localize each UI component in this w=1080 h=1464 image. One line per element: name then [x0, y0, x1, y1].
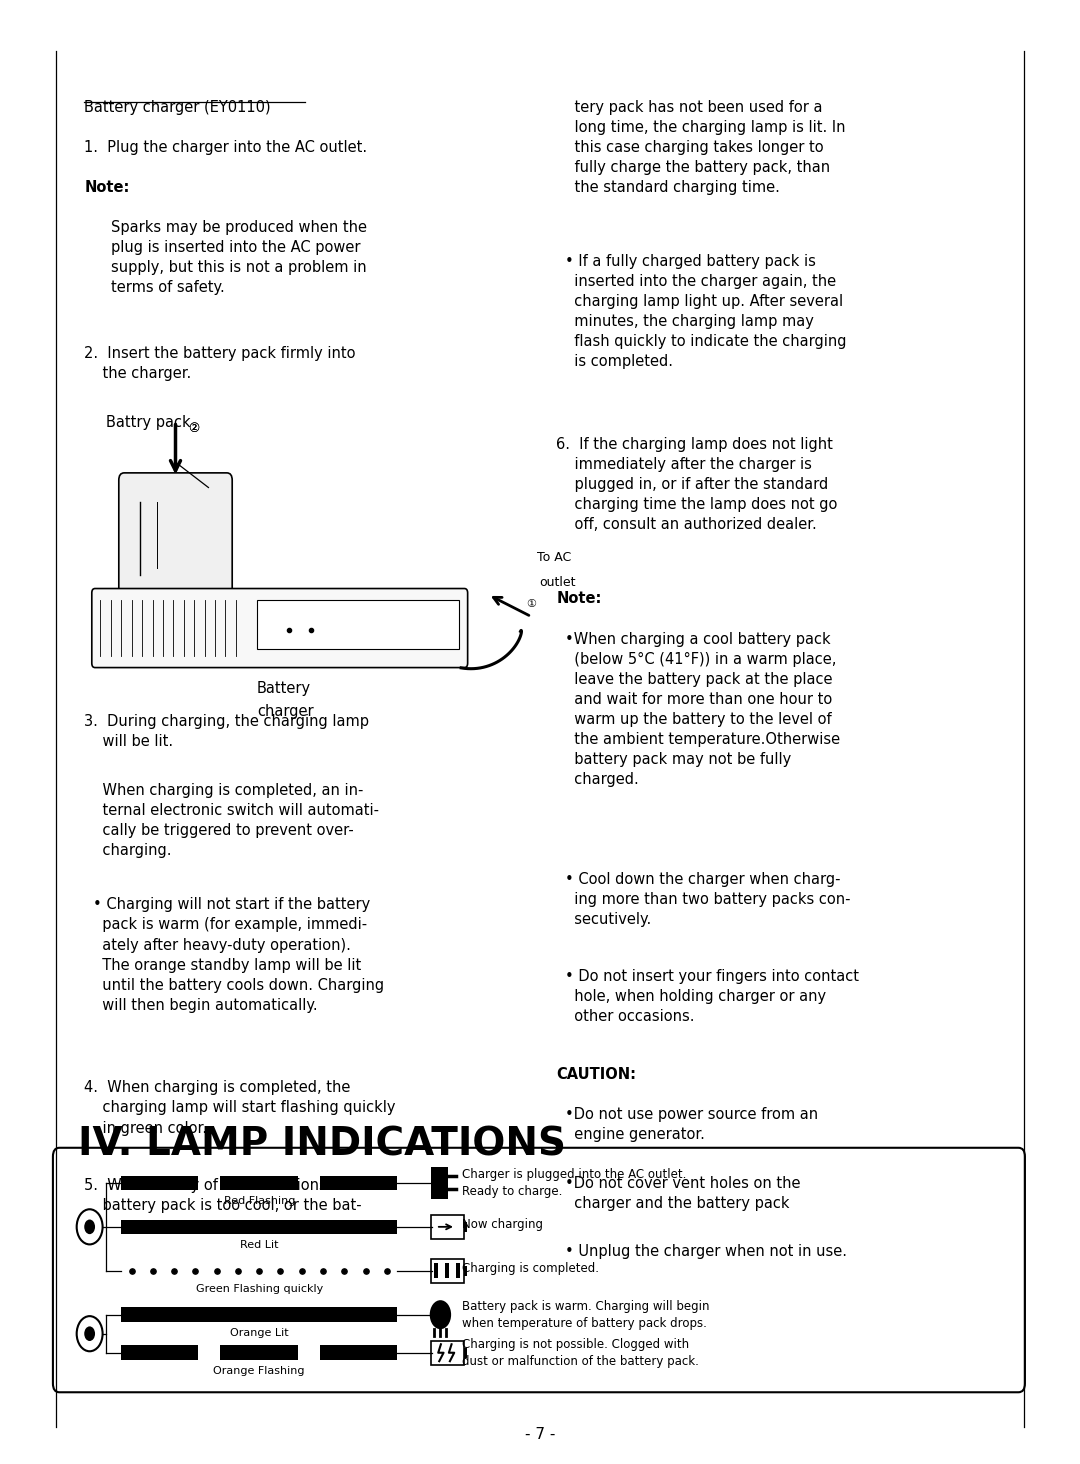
Text: Orange Flashing: Orange Flashing — [214, 1366, 305, 1376]
Text: 1.  Plug the charger into the AC outlet.: 1. Plug the charger into the AC outlet. — [84, 139, 367, 155]
Text: Red Flashing: Red Flashing — [224, 1196, 295, 1206]
Text: - 7 -: - 7 - — [525, 1427, 555, 1442]
Text: 4.  When charging is completed, the
    charging lamp will start flashing quickl: 4. When charging is completed, the charg… — [84, 1080, 395, 1136]
Text: Orange Lit: Orange Lit — [230, 1328, 288, 1338]
Text: 6.  If the charging lamp does not light
    immediately after the charger is
   : 6. If the charging lamp does not light i… — [556, 436, 838, 531]
Bar — [464, 1222, 467, 1231]
FancyBboxPatch shape — [92, 589, 468, 668]
Bar — [434, 1263, 438, 1278]
Text: •When charging a cool battery pack
  (below 5°C (41°F)) in a warm place,
  leave: •When charging a cool battery pack (belo… — [565, 632, 840, 788]
Text: • Do not insert your fingers into contact
  hole, when holding charger or any
  : • Do not insert your fingers into contac… — [565, 969, 859, 1025]
Text: • Charging will not start if the battery
  pack is warm (for example, immedi-
  : • Charging will not start if the battery… — [93, 897, 384, 1013]
Text: Green Flashing quickly: Green Flashing quickly — [195, 1284, 323, 1294]
Text: outlet: outlet — [539, 575, 576, 589]
Circle shape — [77, 1209, 103, 1244]
Text: Battery pack is warm. Charging will begin
when temperature of battery pack drops: Battery pack is warm. Charging will begi… — [462, 1300, 710, 1329]
Bar — [156, 590, 197, 616]
Text: Sparks may be produced when the
plug is inserted into the AC power
supply, but t: Sparks may be produced when the plug is … — [111, 220, 367, 296]
Bar — [121, 1220, 397, 1234]
Circle shape — [84, 1326, 95, 1341]
Text: Now charging: Now charging — [462, 1218, 543, 1231]
Text: To AC: To AC — [537, 550, 571, 564]
Bar — [431, 1215, 464, 1239]
Bar — [59, 1101, 1021, 1189]
Bar — [121, 1345, 199, 1360]
Text: •Do not cover vent holes on the
  charger and the battery pack: •Do not cover vent holes on the charger … — [565, 1176, 800, 1211]
Text: Note:: Note: — [556, 591, 602, 606]
Bar — [431, 1259, 464, 1282]
Text: • Cool down the charger when charg-
  ing more than two battery packs con-
  sec: • Cool down the charger when charg- ing … — [565, 873, 850, 927]
Text: Battry pack: Battry pack — [106, 414, 190, 430]
Bar — [431, 1167, 447, 1199]
Bar — [445, 1263, 449, 1278]
Bar — [220, 1176, 298, 1190]
Bar — [121, 1307, 397, 1322]
Text: IV. LAMP INDICATIONS: IV. LAMP INDICATIONS — [78, 1126, 566, 1164]
Text: Note:: Note: — [84, 180, 130, 195]
Text: charger: charger — [257, 704, 313, 719]
Text: When charging is completed, an in-
    ternal electronic switch will automati-
 : When charging is completed, an in- terna… — [84, 783, 379, 858]
Text: Charging is not possible. Clogged with
dust or malfunction of the battery pack.: Charging is not possible. Clogged with d… — [462, 1338, 699, 1367]
Text: Red Lit: Red Lit — [240, 1240, 279, 1250]
Text: Battery charger (EY0110): Battery charger (EY0110) — [84, 100, 271, 114]
Text: 2.  Insert the battery pack firmly into
    the charger.: 2. Insert the battery pack firmly into t… — [84, 346, 355, 381]
Bar — [456, 1263, 460, 1278]
Bar — [121, 1176, 199, 1190]
Bar — [431, 1341, 464, 1364]
Text: Battery: Battery — [257, 681, 311, 695]
Text: • If a fully charged battery pack is
  inserted into the charger again, the
  ch: • If a fully charged battery pack is ins… — [565, 255, 847, 369]
Bar — [220, 1345, 298, 1360]
Text: • Unplug the charger when not in use.: • Unplug the charger when not in use. — [565, 1244, 847, 1259]
Circle shape — [77, 1316, 103, 1351]
Circle shape — [430, 1300, 451, 1329]
Bar — [464, 1266, 467, 1275]
Text: ②: ② — [189, 423, 200, 435]
FancyBboxPatch shape — [53, 1148, 1025, 1392]
Circle shape — [84, 1220, 95, 1234]
Text: ②: ② — [189, 423, 200, 435]
Text: •Do not use power source from an
  engine generator.: •Do not use power source from an engine … — [565, 1107, 818, 1142]
Bar — [464, 1348, 467, 1357]
FancyBboxPatch shape — [119, 473, 232, 597]
Bar — [257, 600, 459, 649]
Text: ①: ① — [526, 599, 536, 609]
Text: CAUTION:: CAUTION: — [556, 1066, 636, 1082]
Bar — [320, 1345, 397, 1360]
Text: 5.  When in any of the conditions that
    battery pack is too cool, or the bat-: 5. When in any of the conditions that ba… — [84, 1177, 362, 1212]
Text: Charger is plugged into the AC outlet.
Ready to charge.: Charger is plugged into the AC outlet. R… — [462, 1168, 686, 1198]
Text: Charging is completed.: Charging is completed. — [462, 1262, 598, 1275]
Text: 3.  During charging, the charging lamp
    will be lit.: 3. During charging, the charging lamp wi… — [84, 714, 369, 750]
Text: tery pack has not been used for a
    long time, the charging lamp is lit. In
  : tery pack has not been used for a long t… — [556, 100, 846, 195]
Bar — [320, 1176, 397, 1190]
